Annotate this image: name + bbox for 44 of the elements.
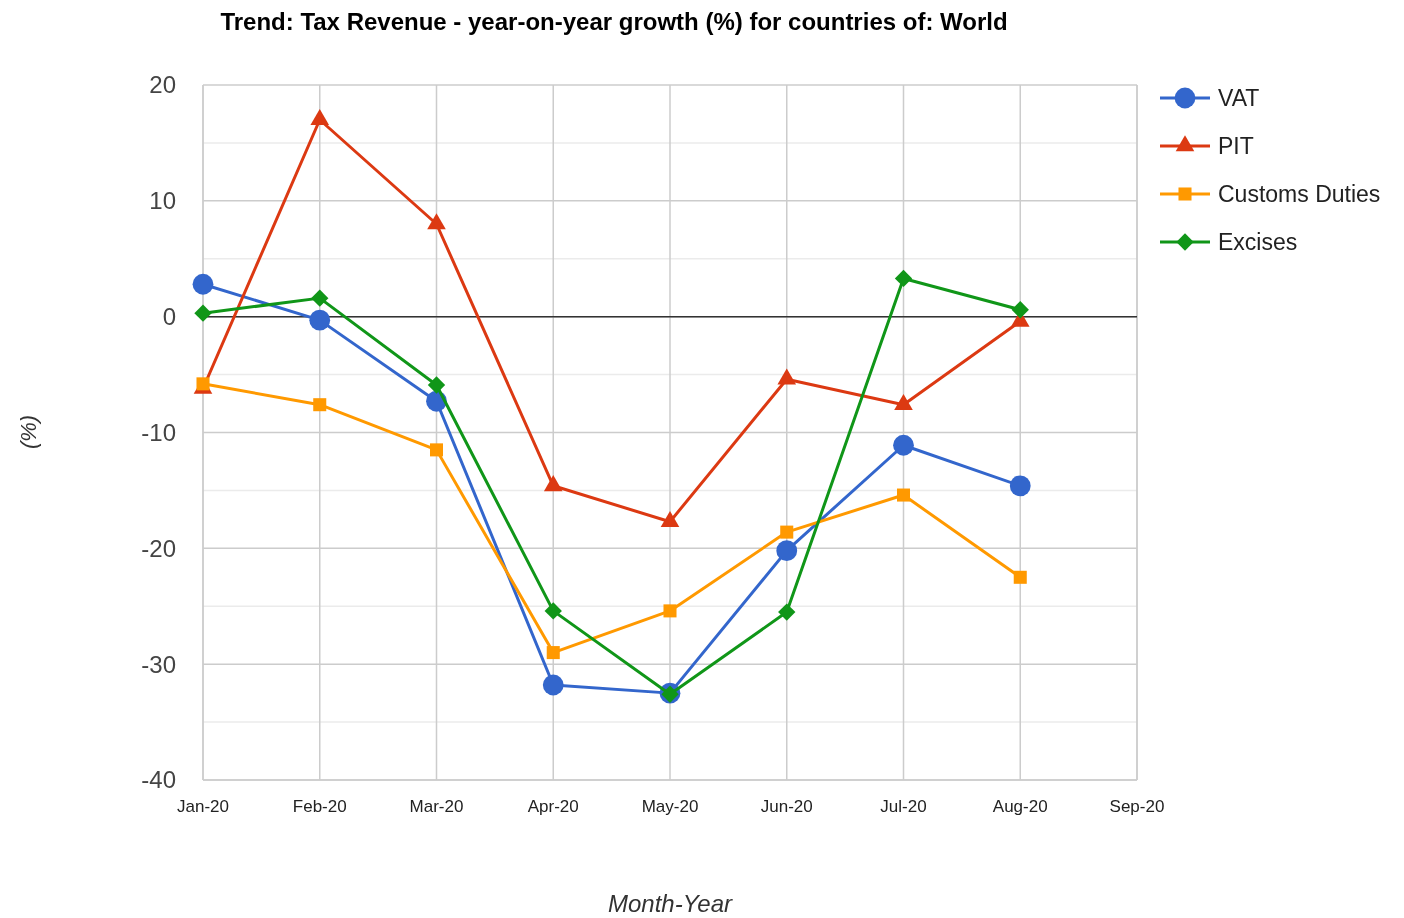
y-tick-label: 0: [162, 303, 176, 331]
point: [313, 398, 327, 412]
point: [310, 109, 330, 126]
point: [780, 525, 794, 539]
point: [663, 604, 677, 618]
x-tick-label: May-20: [641, 797, 699, 816]
y-tick-label: -20: [141, 534, 176, 562]
point: [544, 602, 562, 620]
point: [192, 273, 214, 295]
x-tick-label: Jul-20: [880, 797, 927, 816]
point: [896, 488, 911, 502]
point: [776, 540, 798, 562]
y-tick-label: 10: [149, 187, 176, 215]
x-axis-title: Month-Year: [607, 890, 734, 917]
point: [894, 269, 913, 288]
chart-title: Trend: Tax Revenue - year-on-year growth (%) for countries of: World: [220, 8, 1008, 35]
y-tick-label: -40: [141, 766, 176, 794]
point: [778, 603, 796, 621]
x-tick-label: Jan-20: [177, 797, 229, 816]
point: [542, 674, 564, 696]
point: [1011, 301, 1029, 319]
legend-label: VAT: [1218, 85, 1260, 112]
x-tick-label: Sep-20: [1109, 797, 1165, 816]
y-tick-label: -30: [141, 650, 176, 678]
point: [309, 309, 331, 331]
point: [429, 443, 444, 457]
legend-label: PIT: [1218, 133, 1254, 160]
point: [194, 304, 212, 322]
point: [427, 376, 446, 394]
x-tick-label: Feb-20: [292, 797, 347, 816]
legend-label: Customs Duties: [1218, 181, 1381, 208]
legend-label: Excises: [1218, 229, 1298, 256]
x-tick-label: Mar-20: [409, 797, 464, 816]
point: [893, 434, 914, 456]
point: [311, 289, 329, 307]
point: [1013, 570, 1027, 584]
x-tick-label: Jun-20: [760, 797, 813, 816]
x-tick-label: Apr-20: [527, 797, 579, 816]
point: [1009, 475, 1031, 497]
point: [546, 646, 560, 660]
y-axis-title: (%): [16, 414, 41, 450]
y-tick-label: -10: [141, 418, 176, 446]
y-tick-label: 20: [149, 71, 176, 99]
x-tick-label: Aug-20: [992, 797, 1048, 816]
